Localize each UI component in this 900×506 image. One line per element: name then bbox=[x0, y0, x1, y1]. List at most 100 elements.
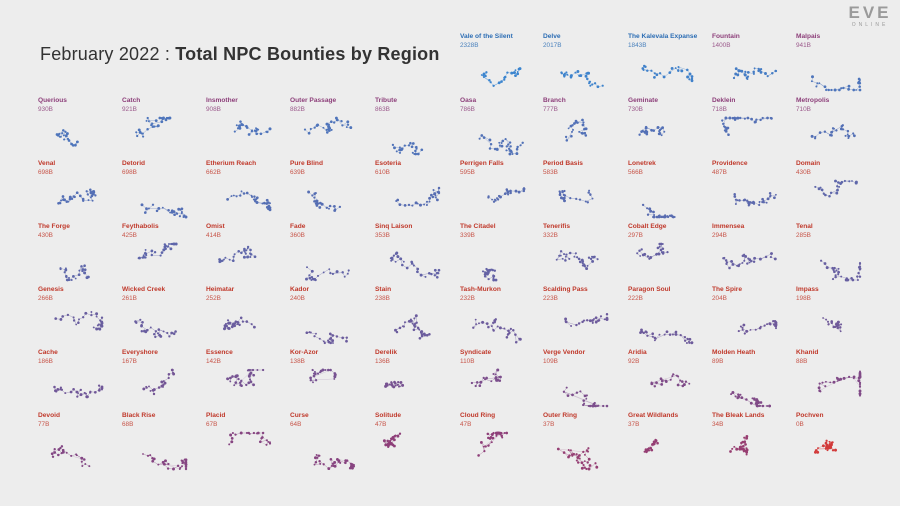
system-node bbox=[724, 116, 728, 120]
system-node bbox=[582, 403, 585, 407]
region-name: Devoid bbox=[38, 412, 60, 419]
system-node bbox=[144, 256, 147, 259]
system-node bbox=[97, 327, 100, 330]
system-node bbox=[724, 126, 727, 129]
system-node bbox=[393, 381, 397, 385]
system-node bbox=[241, 320, 245, 323]
region-name: Impass bbox=[796, 286, 819, 293]
region-name: Sinq Laison bbox=[375, 223, 413, 230]
system-node bbox=[828, 444, 831, 447]
system-node bbox=[730, 393, 733, 396]
system-node bbox=[64, 267, 67, 270]
system-node bbox=[249, 252, 251, 255]
system-node bbox=[312, 372, 315, 375]
region-star-map bbox=[135, 116, 172, 138]
system-node bbox=[259, 132, 263, 136]
system-node bbox=[841, 128, 845, 131]
system-node bbox=[95, 312, 99, 316]
system-node bbox=[644, 448, 648, 451]
system-node bbox=[573, 255, 576, 258]
system-node bbox=[478, 384, 482, 388]
system-node bbox=[485, 322, 489, 325]
system-node bbox=[579, 390, 582, 393]
system-node bbox=[489, 142, 493, 146]
system-node bbox=[832, 380, 836, 384]
system-node bbox=[591, 321, 594, 324]
jump-link bbox=[563, 391, 598, 407]
region-card-perrigen-falls: Perrigen Falls 595B bbox=[460, 160, 542, 222]
system-node bbox=[349, 126, 353, 130]
system-node bbox=[330, 128, 333, 131]
system-node bbox=[673, 216, 676, 218]
system-node bbox=[738, 199, 741, 202]
system-node bbox=[234, 433, 237, 436]
region-star-map bbox=[477, 431, 509, 457]
system-node bbox=[589, 193, 592, 196]
system-node bbox=[407, 144, 411, 147]
system-node bbox=[234, 320, 238, 323]
system-node bbox=[495, 434, 498, 437]
system-node bbox=[837, 267, 840, 270]
system-node bbox=[168, 335, 171, 338]
system-node bbox=[59, 387, 62, 391]
system-node bbox=[858, 385, 862, 388]
system-node bbox=[145, 254, 148, 257]
system-node bbox=[314, 461, 318, 464]
system-node bbox=[396, 434, 400, 438]
system-node bbox=[831, 278, 835, 281]
system-node bbox=[570, 130, 574, 133]
system-node bbox=[498, 379, 502, 382]
system-node bbox=[399, 380, 403, 384]
region-star-map bbox=[137, 242, 178, 260]
system-node bbox=[492, 84, 495, 87]
system-node bbox=[168, 243, 170, 245]
system-node bbox=[167, 373, 171, 376]
system-node bbox=[386, 439, 390, 443]
system-node bbox=[844, 278, 848, 282]
system-node bbox=[588, 319, 592, 323]
system-node bbox=[585, 467, 588, 471]
system-node bbox=[149, 454, 152, 457]
system-node bbox=[836, 188, 839, 192]
system-node bbox=[172, 210, 176, 214]
region-card-curse: Curse 64B bbox=[290, 412, 372, 474]
region-card-etherium-reach: Etherium Reach 662B bbox=[206, 160, 288, 222]
system-node bbox=[494, 318, 497, 321]
system-node bbox=[82, 316, 85, 319]
system-node bbox=[567, 127, 570, 130]
region-name: Oasa bbox=[460, 97, 477, 104]
system-node bbox=[329, 368, 332, 372]
system-node bbox=[764, 255, 768, 259]
system-node bbox=[823, 85, 827, 89]
system-node bbox=[137, 128, 141, 132]
jump-link bbox=[162, 207, 171, 213]
system-node bbox=[741, 261, 744, 264]
region-star-map bbox=[737, 319, 778, 335]
system-node bbox=[154, 335, 157, 339]
system-node bbox=[413, 317, 416, 320]
system-node bbox=[770, 252, 773, 256]
system-node bbox=[648, 449, 650, 452]
system-node bbox=[686, 68, 689, 72]
region-star-map bbox=[233, 120, 272, 136]
system-node bbox=[751, 397, 754, 400]
system-node bbox=[85, 190, 88, 193]
system-node bbox=[59, 446, 62, 450]
system-node bbox=[857, 265, 861, 269]
system-node bbox=[231, 431, 234, 435]
system-node bbox=[823, 130, 827, 133]
system-node bbox=[490, 441, 493, 444]
system-node bbox=[423, 334, 427, 337]
system-node bbox=[345, 459, 349, 462]
system-node bbox=[171, 368, 174, 372]
system-node bbox=[144, 330, 148, 334]
system-node bbox=[241, 123, 244, 127]
jump-link bbox=[576, 460, 584, 466]
system-node bbox=[499, 375, 502, 379]
system-node bbox=[244, 251, 246, 253]
system-node bbox=[728, 116, 732, 120]
system-node bbox=[733, 118, 737, 121]
system-node bbox=[482, 445, 485, 448]
system-node bbox=[246, 245, 250, 249]
system-node bbox=[313, 335, 316, 338]
